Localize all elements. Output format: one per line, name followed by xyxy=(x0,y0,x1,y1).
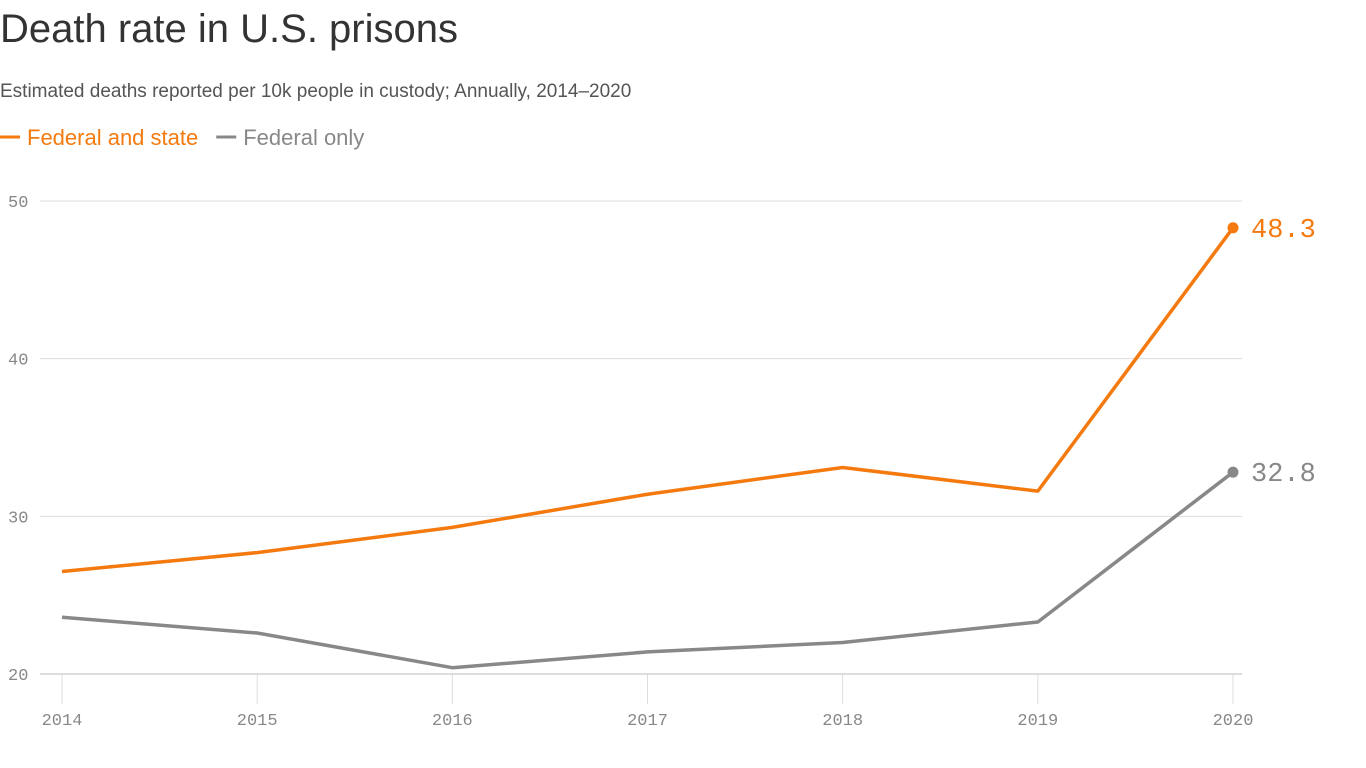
series-line xyxy=(61,470,1235,670)
chart-subtitle: Estimated deaths reported per 10k people… xyxy=(0,81,631,102)
x-tick-label: 2016 xyxy=(432,712,473,731)
legend-label: Federal only xyxy=(243,125,364,150)
end-point xyxy=(1227,222,1239,234)
chart-title: Death rate in U.S. prisons xyxy=(0,7,458,51)
x-tick-label: 2017 xyxy=(627,712,668,731)
x-tick-label: 2015 xyxy=(237,712,278,731)
y-tick-label: 50 xyxy=(8,194,28,213)
value-label: 48.3 xyxy=(1251,216,1316,246)
legend-label: Federal and state xyxy=(27,125,198,150)
legend: Federal and state Federal only xyxy=(0,125,364,150)
y-tick-label: 20 xyxy=(8,667,28,686)
x-tick-label: 2019 xyxy=(1017,712,1058,731)
x-tick-label: 2018 xyxy=(822,712,863,731)
series-line xyxy=(61,226,1235,574)
y-tick-label: 30 xyxy=(8,509,28,528)
y-tick-label: 40 xyxy=(8,352,28,371)
value-label: 32.8 xyxy=(1251,460,1316,490)
end-point xyxy=(1227,466,1239,478)
x-tick-label: 2014 xyxy=(42,712,83,731)
x-tick-label: 2020 xyxy=(1213,712,1254,731)
